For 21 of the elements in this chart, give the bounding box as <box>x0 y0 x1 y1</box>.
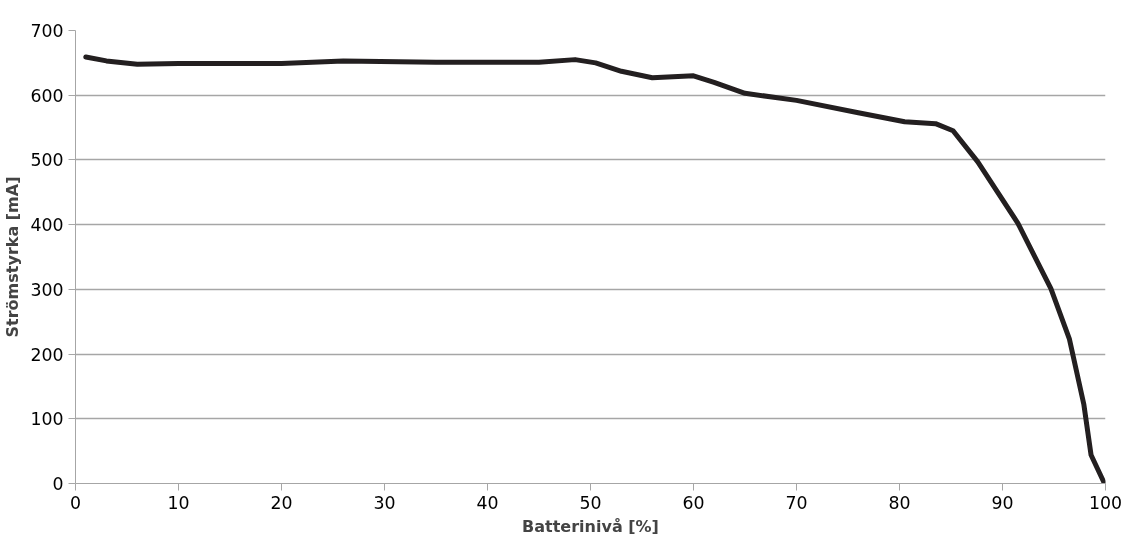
y-axis-title: Strömstyrka [mA] <box>3 176 23 338</box>
x-tick-label: 70 <box>785 492 808 513</box>
x-tick-label: 40 <box>476 492 499 513</box>
y-tick-label: 100 <box>30 409 64 430</box>
y-tick-label: 300 <box>30 279 64 300</box>
x-axis-title: Batterinivå [%] <box>522 516 659 536</box>
y-tick-label: 400 <box>30 215 64 236</box>
x-tick-label: 30 <box>373 492 396 513</box>
y-tick-label: 500 <box>30 150 64 171</box>
y-tick-label: 700 <box>30 21 64 41</box>
x-tick-label: 80 <box>888 492 911 513</box>
y-tick-label: 600 <box>30 85 64 106</box>
x-tick-label: 0 <box>69 492 82 513</box>
x-tick-label: 20 <box>270 492 293 513</box>
x-tick-label: 100 <box>1088 492 1123 513</box>
x-tick-label: 10 <box>167 492 190 513</box>
x-tick-label: 50 <box>579 492 602 513</box>
x-tick-label: 60 <box>682 492 705 513</box>
x-tick-label: 90 <box>991 492 1014 513</box>
y-tick-label: 200 <box>30 344 64 365</box>
y-tick-label: 0 <box>52 474 64 494</box>
